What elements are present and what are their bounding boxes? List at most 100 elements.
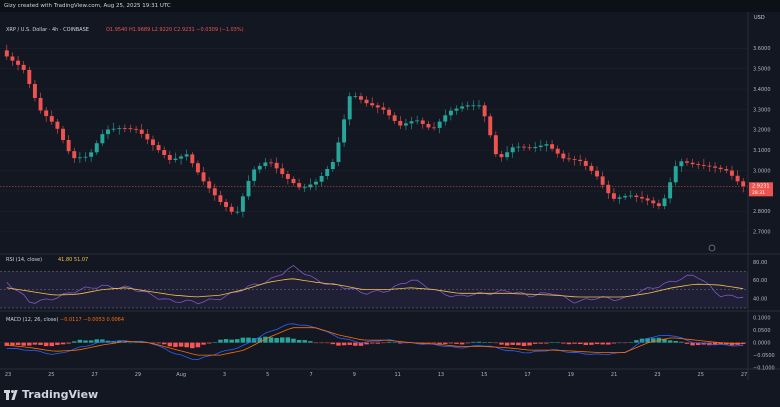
macd-histogram-bar: [122, 341, 128, 343]
candle: [550, 144, 555, 149]
macd-histogram-bar: [347, 342, 352, 345]
candle: [617, 197, 622, 199]
tradingview-logo[interactable]: TradingView: [4, 388, 98, 401]
macd-histogram-bar: [116, 340, 122, 343]
candle: [229, 206, 234, 212]
candle: [561, 153, 566, 159]
signal-line: [6, 327, 744, 356]
macd-histogram-bar: [532, 342, 538, 344]
macd-histogram-bar: [336, 342, 341, 346]
macd-histogram-bar: [386, 341, 392, 343]
x-tick-label: 25: [698, 372, 704, 378]
candle: [55, 121, 60, 129]
macd-histogram-bar: [21, 342, 26, 346]
x-tick-label: 25: [48, 372, 54, 378]
x-tick-label: 15: [481, 372, 487, 378]
rsi-legend-values: 41.80 51.07: [58, 257, 88, 263]
candle: [606, 184, 611, 194]
macd-legend-values: −0.0117 −0.0053 0.0064: [60, 317, 124, 323]
macd-histogram-bar: [201, 342, 206, 345]
candle: [521, 146, 526, 148]
price-legend-ohlc: O1.9540 H1.9689 L2.9220 C2.9231 −0.0309 …: [106, 27, 244, 33]
macd-histogram-bar: [178, 342, 184, 347]
macd-histogram-bar: [690, 342, 695, 346]
candle: [600, 176, 605, 185]
candle: [701, 165, 706, 166]
candle: [443, 115, 448, 122]
macd-histogram-bar: [673, 341, 678, 343]
candle: [61, 128, 65, 140]
candle: [533, 147, 538, 149]
candle: [634, 195, 639, 198]
macd-histogram-bar: [398, 342, 403, 344]
candle: [269, 162, 273, 164]
macd-histogram-bar: [566, 342, 572, 345]
macd-histogram-bar: [274, 338, 279, 343]
macd-histogram-bar: [32, 342, 38, 345]
macd-histogram-bar: [740, 342, 746, 345]
macd-histogram-bar: [38, 342, 43, 345]
macd-histogram-bar: [246, 337, 251, 343]
candle: [375, 105, 380, 108]
macd-histogram-bar: [150, 342, 156, 344]
macd-histogram-bar: [628, 342, 634, 343]
candle: [325, 169, 330, 177]
macd-histogram-bar: [27, 342, 32, 346]
macd-histogram-bar: [263, 336, 268, 343]
macd-histogram-bar: [353, 342, 358, 346]
macd-tick-label: −0.0500: [753, 353, 775, 359]
candle: [465, 105, 470, 107]
candle: [656, 203, 661, 207]
top-credit-bar: Gizy created with TradingView.com, Aug 2…: [0, 0, 780, 12]
macd-histogram-bar: [617, 342, 622, 344]
candle: [437, 121, 442, 128]
candle: [145, 133, 150, 140]
x-tick-label: 29: [135, 372, 141, 378]
candle: [44, 110, 49, 117]
chart-canvas: 3.6000 3.5000 3.4000 3.3000 3.2000 3.1000 3.00…: [0, 12, 780, 380]
macd-histogram-bar: [437, 342, 442, 344]
macd-histogram-bar: [184, 342, 189, 348]
macd-histogram-bar: [156, 342, 161, 344]
candle: [83, 156, 88, 158]
candle: [27, 69, 32, 84]
candle: [134, 128, 139, 130]
candle: [347, 96, 352, 120]
macd-histogram-bar: [341, 342, 347, 346]
macd-histogram-bar: [280, 337, 285, 343]
macd-histogram-bar: [190, 342, 195, 349]
macd-histogram-bar: [66, 342, 71, 344]
x-tick-label: 3: [223, 372, 226, 378]
macd-histogram-bar: [684, 342, 690, 344]
tradingview-brand: TradingView: [22, 388, 99, 401]
macd-histogram-bar: [10, 342, 15, 346]
macd-histogram-bar: [493, 342, 499, 344]
macd-histogram-bar: [426, 342, 431, 344]
countdown-label: 28:31: [752, 190, 765, 196]
macd-histogram-bar: [521, 342, 527, 347]
macd-histogram-bar: [218, 339, 223, 343]
x-tick-label: 23: [5, 372, 11, 378]
macd-histogram-bar: [527, 342, 532, 346]
price-tick-label: 3.1000: [753, 148, 771, 154]
candle: [308, 184, 313, 188]
candle: [218, 195, 223, 202]
macd-histogram-bar: [268, 337, 274, 343]
candle: [381, 107, 386, 110]
candle: [106, 129, 110, 135]
candle: [94, 143, 99, 153]
candle: [499, 154, 504, 158]
macd-histogram-bar: [459, 342, 465, 345]
credit-text: Gizy created with TradingView.com, Aug 2…: [4, 3, 171, 9]
candle: [122, 128, 127, 129]
candle: [139, 129, 144, 134]
macd-histogram-bar: [718, 342, 723, 345]
macd-histogram-bar: [448, 342, 454, 344]
macd-tick-label: 0.0500: [753, 328, 771, 334]
candle: [713, 166, 718, 168]
candle: [235, 211, 240, 213]
x-tick-label: 23: [654, 372, 660, 378]
x-tick-label: 11: [394, 372, 400, 378]
macd-histogram-bar: [583, 342, 589, 346]
candle: [583, 160, 588, 166]
